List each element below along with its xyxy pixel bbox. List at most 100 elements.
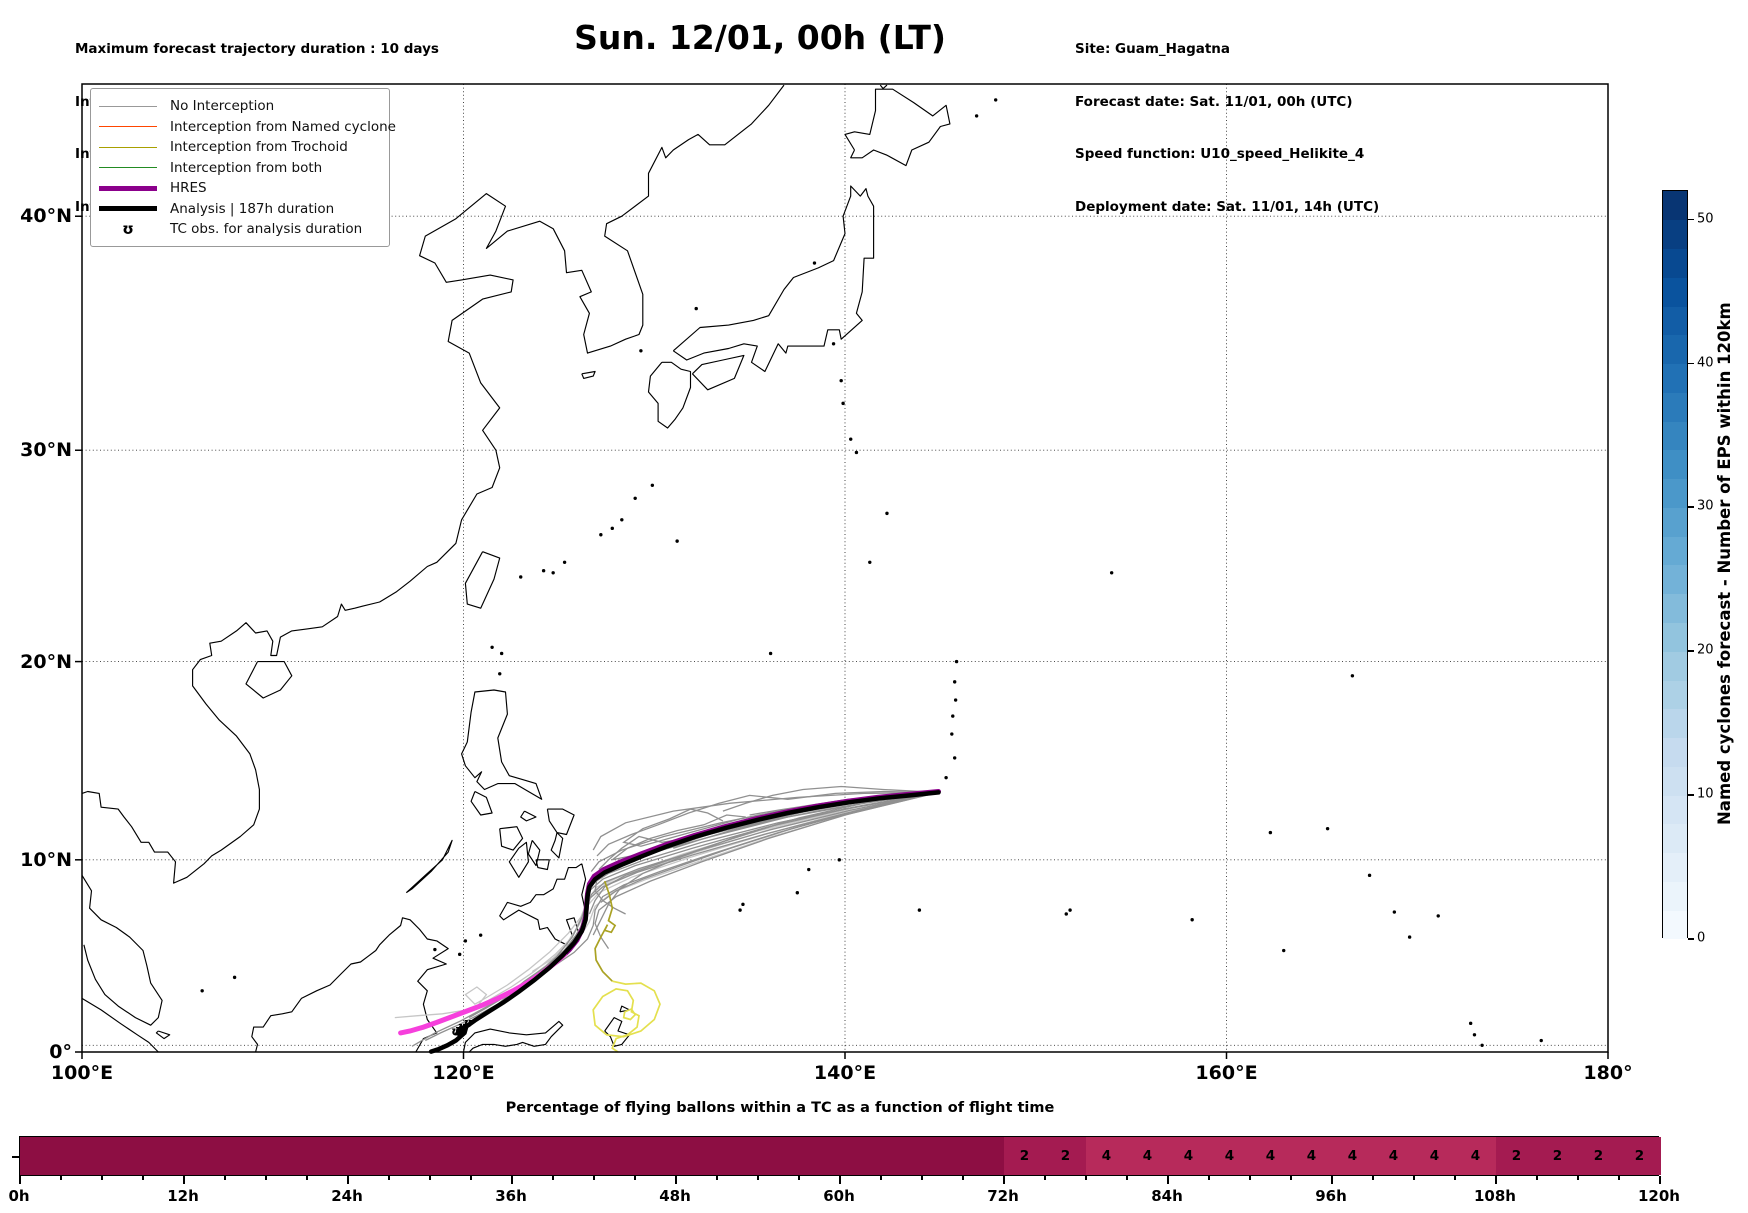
bar-cell-value: 2 — [1634, 1148, 1645, 1164]
bar-cell — [1004, 1137, 1046, 1175]
bar-cell — [1455, 1137, 1497, 1175]
bar-cell-value: 4 — [1224, 1148, 1235, 1164]
colorbar-tick — [1688, 794, 1694, 796]
coastline — [508, 841, 529, 878]
coastline — [546, 808, 575, 836]
bar-axis-tick — [757, 1176, 759, 1180]
island-dot — [1064, 912, 1068, 916]
colorbar-cell — [1663, 708, 1687, 739]
island-dot — [1282, 948, 1286, 953]
bar-axis-tick — [306, 1176, 308, 1180]
bar-tick-label: 108h — [1474, 1187, 1516, 1205]
y-tick-label: 20°N — [20, 650, 72, 673]
legend-line — [99, 185, 157, 191]
y-tick-label: 30°N — [20, 439, 72, 462]
island-dot — [917, 908, 922, 912]
bar-axis-tick — [1085, 1176, 1087, 1180]
bar-axis-tick — [1536, 1176, 1538, 1180]
bar-cell-value: 4 — [1142, 1148, 1153, 1164]
legend-line — [99, 126, 157, 128]
legend-item: ʊ TC obs. for analysis duration — [99, 219, 379, 240]
bar-axis-tick — [675, 1176, 677, 1184]
bar-cell-value: 4 — [1388, 1148, 1399, 1164]
bar-axis-tick — [1618, 1176, 1620, 1180]
island-dot — [610, 526, 614, 531]
plot-title: Sun. 12/01, 00h (LT) — [574, 18, 946, 57]
bar-cell-value: 2 — [1552, 1148, 1563, 1164]
island-dot — [768, 651, 773, 656]
island-dot — [954, 659, 959, 664]
coastline — [81, 874, 163, 1026]
bar-tick-label: 96h — [1315, 1187, 1347, 1205]
legend-item-label: Analysis | 187h duration — [170, 200, 335, 217]
colorbar-cell — [1663, 852, 1687, 882]
coastline — [405, 839, 453, 894]
legend-item-label: Interception from Trochoid — [170, 139, 348, 156]
coastline — [464, 551, 501, 609]
island-dot — [519, 575, 523, 579]
island-dot — [1350, 674, 1355, 678]
island-dot — [1392, 910, 1397, 914]
bottom-chart-title: Percentage of flying ballons within a TC… — [505, 1100, 1055, 1116]
bar-cell-value: 2 — [1060, 1148, 1071, 1164]
x-tick-label: 120°E — [432, 1062, 495, 1084]
bar-cell-value: 4 — [1429, 1148, 1440, 1164]
coastline — [844, 88, 951, 167]
colorbar-cell — [1663, 306, 1687, 336]
coastline — [879, 84, 888, 90]
bar-cell-value: 4 — [1101, 1148, 1112, 1164]
bar-axis-tick — [1659, 1176, 1661, 1184]
bar-axis-tick — [1454, 1176, 1456, 1180]
island-dot — [599, 533, 603, 537]
x-tick-label: 100°E — [50, 1062, 114, 1084]
legend-line — [99, 206, 157, 212]
tc-obs-marker: ʊ — [458, 1020, 467, 1034]
coastline — [81, 997, 159, 1053]
bar-axis-tick — [921, 1176, 923, 1180]
bar-tick-label: 0h — [8, 1187, 30, 1205]
colorbar-cell — [1663, 737, 1687, 767]
island-dot — [620, 518, 624, 522]
legend-line-swatch — [99, 105, 157, 107]
legend-item-label: Interception from Named cyclone — [170, 118, 396, 135]
y-tick-label: 10°N — [20, 848, 72, 871]
colorbar-tick-label: 10 — [1697, 786, 1714, 802]
bar-axis-tick — [470, 1176, 472, 1180]
legend-item: No Interception — [99, 96, 379, 117]
site-info-line: Site: Guam_Hagatna — [1075, 41, 1231, 57]
colorbar-tick-label: 20 — [1697, 642, 1714, 658]
bar-axis-tick — [19, 1176, 21, 1184]
coastline — [81, 84, 785, 884]
colorbar-cell — [1663, 449, 1687, 480]
ensemble-trajectory — [594, 791, 939, 949]
ensemble-trajectory — [411, 791, 939, 1047]
island-dot — [650, 483, 655, 487]
tc-obs-marker: ʊ — [451, 1025, 460, 1039]
island-dot — [741, 902, 745, 907]
legend-item-label: No Interception — [170, 98, 275, 115]
colorbar — [1662, 190, 1688, 940]
ensemble-trajectory — [592, 791, 939, 936]
coastline — [461, 689, 543, 800]
site-info-line: Forecast date: Sat. 11/01, 00h (UTC) — [1075, 93, 1353, 110]
island-dot — [849, 437, 853, 441]
colorbar-tick — [1688, 650, 1694, 652]
header-line: Maximum forecast trajectory duration : 1… — [75, 41, 439, 57]
bar-tick-label: 12h — [167, 1187, 199, 1205]
island-dot — [807, 867, 811, 872]
island-dot — [812, 261, 817, 265]
tc-obs-marker: ʊ — [455, 1023, 464, 1037]
coastline — [499, 826, 524, 851]
coastline — [604, 1017, 631, 1047]
bar-axis-tick — [716, 1176, 718, 1180]
legend-item: Interception from Named cyclone — [99, 117, 396, 138]
tc-obs-marker: ʊ — [464, 1016, 473, 1030]
site-info-line: Deployment date: Sat. 11/01, 14h (UTC) — [1075, 198, 1380, 215]
bar-axis-tick — [101, 1176, 103, 1180]
bar-axis-tick — [224, 1176, 226, 1180]
colorbar-cell — [1663, 795, 1687, 825]
colorbar-cell — [1663, 536, 1687, 566]
island-dot — [1539, 1038, 1543, 1043]
bar-axis-tick — [1167, 1176, 1169, 1184]
